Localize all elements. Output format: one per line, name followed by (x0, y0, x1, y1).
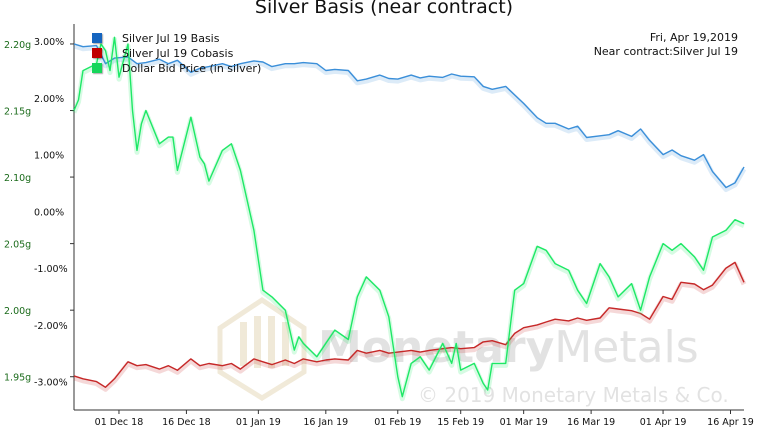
right-tick-label: -1.00% (34, 264, 68, 275)
x-tick-label: 01 Jan 19 (236, 417, 281, 427)
series-shadow-cobasis (73, 261, 747, 392)
watermark-logo-icon (217, 296, 307, 401)
legend-item-basis[interactable]: Silver Jul 19 Basis (92, 31, 261, 46)
series-line-cobasis (73, 261, 745, 388)
x-tick-label: 01 Dec 18 (95, 417, 144, 427)
x-tick-label: 01 Feb 19 (374, 417, 421, 427)
watermark-brand: MonetaryMetals (318, 322, 699, 373)
legend-label-cobasis: Silver Jul 19 Cobasis (122, 47, 234, 60)
series-layer (71, 36, 747, 402)
axes: 2.20g 2.15g 2.10g 2.05g 2.00g 1.95g 3.00% 2.00%… (4, 24, 754, 428)
left-tick-label: 2.10g (4, 173, 31, 184)
legend-label-price: Dollar Bid Price (in silver) (122, 62, 262, 75)
legend-swatch-cobasis (92, 48, 102, 58)
right-tick-label: -3.00% (34, 378, 68, 389)
right-tick-label: 1.00% (34, 151, 64, 162)
x-tick-label: 01 Mar 19 (500, 417, 548, 427)
legend-swatch-basis (92, 33, 102, 43)
x-tick-label: 16 Jan 19 (303, 417, 348, 427)
series-shadow-basis (73, 43, 747, 192)
legend-swatch-price (92, 63, 102, 73)
left-tick-label: 2.05g (4, 240, 31, 251)
left-tick-label: 2.00g (4, 306, 31, 317)
right-tick-label: 3.00% (34, 37, 64, 48)
watermark: MonetaryMetals © 2019 Monetary Metals & … (217, 296, 729, 407)
legend-label-basis: Silver Jul 19 Basis (122, 32, 220, 45)
right-tick-label: 2.00% (34, 94, 64, 105)
x-tick-label: 16 Apr 19 (707, 417, 754, 427)
x-tick-label: 16 Mar 19 (567, 417, 615, 427)
chart-title: Silver Basis (near contract) (254, 0, 514, 18)
watermark-copyright: © 2019 Monetary Metals & Co. (418, 383, 729, 407)
series-line-price (73, 36, 745, 398)
x-tick-label: 01 Apr 19 (640, 417, 687, 427)
x-tick-label: 16 Dec 18 (162, 417, 211, 427)
right-tick-label: -2.00% (34, 321, 68, 332)
legend[interactable]: Silver Jul 19 Basis Silver Jul 19 Cobasi… (92, 31, 261, 76)
right-tick-label: 0.00% (34, 207, 64, 218)
series-line-basis (73, 43, 745, 189)
left-tick-label: 2.15g (4, 107, 31, 118)
annotation-contract: Near contract:Silver Jul 19 (593, 45, 738, 58)
left-tick-label: 1.95g (4, 373, 31, 384)
legend-item-price[interactable]: Dollar Bid Price (in silver) (92, 61, 261, 76)
x-tick-label: 15 Feb 19 (437, 417, 484, 427)
watermark-brand-part-2: Metals (554, 322, 698, 373)
left-tick-label: 2.20g (4, 40, 31, 51)
watermark-brand-part-1: Monetary (318, 322, 554, 373)
legend-item-cobasis[interactable]: Silver Jul 19 Cobasis (92, 46, 261, 61)
annotation-date: Fri, Apr 19,2019 (649, 31, 738, 44)
